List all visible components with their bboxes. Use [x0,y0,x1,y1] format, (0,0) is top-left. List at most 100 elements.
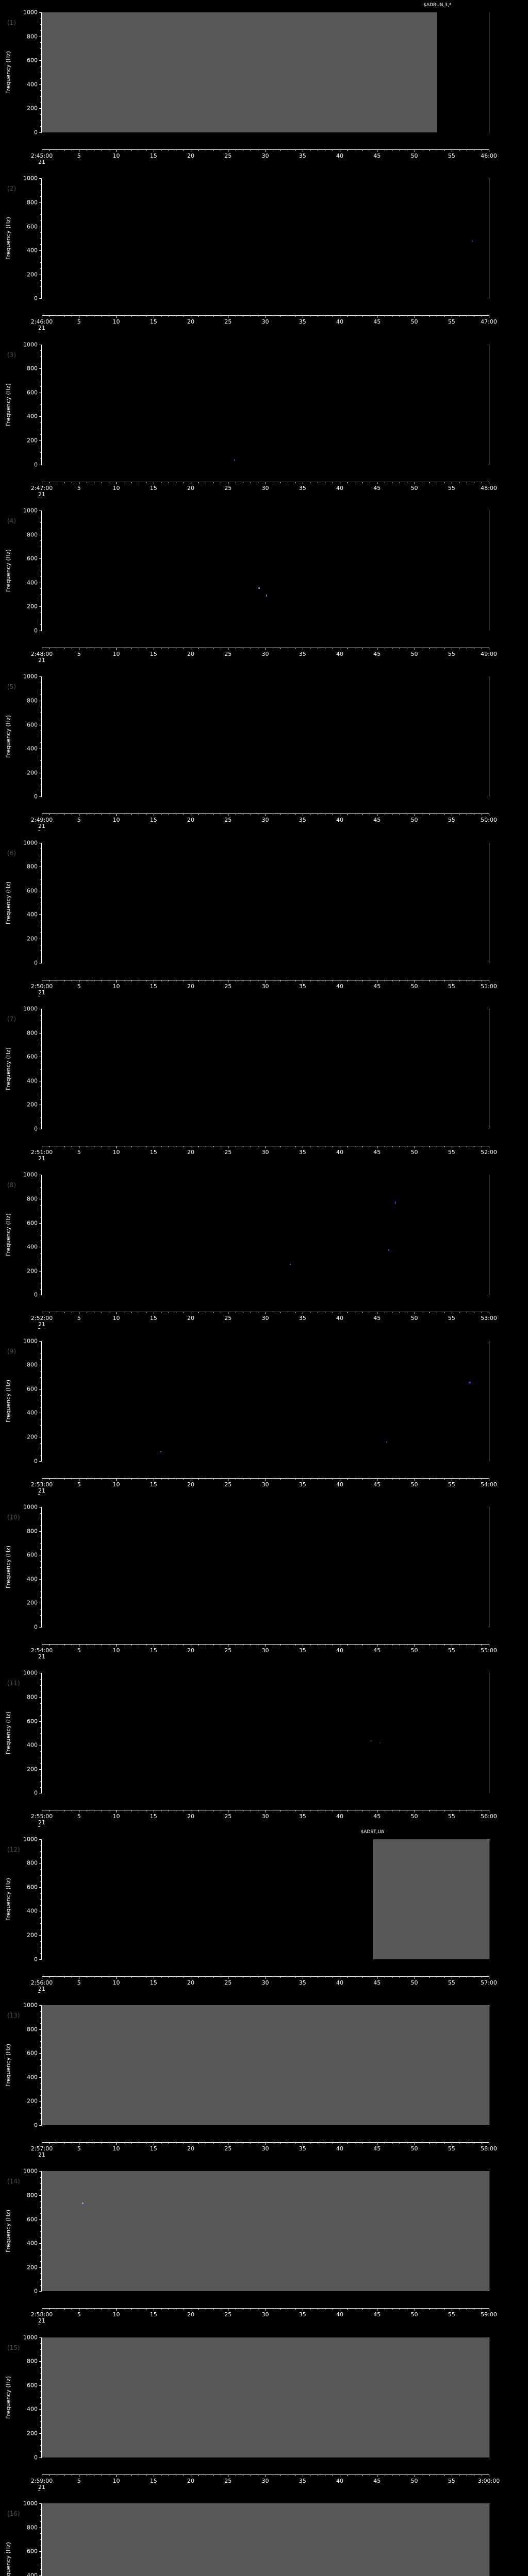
x-axis-tick-label: 45 [373,2477,381,2484]
x-axis-tick [116,814,117,817]
y-axis-tick-label: 400 [27,745,38,752]
x-axis-tick-label: 50 [410,1647,418,1654]
x-axis-tick-label: 15 [150,2145,157,2152]
x-axis-tick-label: 35 [299,2477,306,2484]
x-axis-tick-label: 10 [112,318,120,326]
y-axis-tick-label: 800 [27,1195,38,1202]
x-axis-tick-label: 45 [373,2311,381,2318]
spectrogram-canvas[interactable] [42,1009,489,1129]
date-line: 21 [38,657,45,664]
y-axis-tick-label: 0 [34,1125,38,1132]
y-axis-minor-tick [40,2225,42,2226]
spectrogram-canvas[interactable] [42,2503,489,2576]
y-axis-minor-tick [40,48,42,49]
y-axis-tick [39,2291,42,2292]
y-axis-minor-tick [40,1953,42,1954]
spectrogram-canvas[interactable] [42,344,489,465]
spectrogram-canvas[interactable] [42,842,489,963]
x-axis-tick-label: 40 [336,484,343,492]
spectrogram-canvas[interactable] [42,12,489,132]
x-axis: 2:56:00 5 10 15 20 25 30 35 40 45 50 55 57:00 [31,1976,497,1986]
date-line: 21 [38,823,45,830]
date-line: 21 [38,1985,45,1992]
y-axis-tick-label: 800 [27,697,38,704]
x-axis-tick-label: 30 [261,1979,269,1986]
y-axis-label: Frequency (Hz) [5,383,12,426]
x-axis-tick-label: 35 [299,1149,306,1156]
x-axis-tick-label: 2:46:00 [30,318,53,326]
x-axis-minor-tick [347,149,348,151]
spectrogram-canvas[interactable] [42,2005,489,2125]
y-axis-tick [39,2551,42,2552]
y-axis-minor-tick [40,2255,42,2256]
y-axis-minor-tick [40,1443,42,1444]
x-axis-tick-label: 5 [77,1647,81,1654]
y-axis-tick-label: 800 [27,1029,38,1037]
spectrogram-canvas[interactable] [42,1839,489,1959]
y-axis-minor-tick [40,350,42,351]
spectrogram-canvas[interactable] [42,1175,489,1295]
y-axis-minor-tick [40,2379,42,2380]
x-axis-tick-label: 2:48:00 [30,651,53,657]
y-axis-tick-label: 600 [27,2216,38,2223]
y-axis-minor-tick [40,1359,42,1360]
y-axis-minor-tick [40,2107,42,2108]
x-axis-tick [116,315,117,318]
spectrogram-canvas[interactable] [42,1341,489,1461]
x-axis-tick-label: 30 [261,1813,269,1820]
x-axis-tick [116,1810,117,1813]
y-axis-minor-tick [40,1050,42,1052]
spectrogram-canvas[interactable] [42,2337,489,2458]
x-axis-tick-label: 25 [224,651,232,657]
date-line: 21 [38,2483,45,2490]
x-axis-minor-tick [198,2142,199,2144]
x-axis-tick-label: 50 [410,1315,418,1322]
y-axis-minor-tick [40,1763,42,1764]
x-axis-minor-tick [49,2142,50,2144]
spectrogram-canvas[interactable] [42,676,489,797]
y-axis-tick [39,2053,42,2054]
spectrogram-canvas[interactable] [42,511,489,631]
x-axis-tick-label: 25 [224,1979,232,1986]
x-axis-tick-label: 10 [112,484,120,492]
y-axis-tick-label: 600 [27,2382,38,2389]
x-axis-tick-label: 50 [410,318,418,326]
spectrogram-panel: (4) Frequency (Hz) 0 200 400 600 800 1000 2:48:0… [0,498,528,675]
x-axis-tick-label: 45 [373,1647,381,1654]
x-axis-tick-label: 40 [336,982,343,990]
x-axis-tick [116,149,117,152]
y-axis-tick [39,132,42,133]
x-axis-tick-label: 25 [224,1149,232,1156]
x-axis-tick-label: 15 [150,817,157,824]
x-axis-tick-label: 45 [373,817,381,824]
spectrogram-event-marker [379,1742,381,1744]
spectrogram-canvas[interactable] [42,178,489,299]
spectrogram-canvas[interactable] [42,2171,489,2292]
y-axis-tick [39,368,42,369]
x-axis-tick-label: 45 [373,318,381,326]
spectrogram-canvas[interactable] [42,1507,489,1627]
y-axis-tick-label: 600 [27,1385,38,1393]
y-axis-minor-tick [40,244,42,245]
date-line: 21 [38,490,45,498]
y-axis-minor-tick [40,2343,42,2344]
x-axis-minor-tick [198,979,199,981]
y-axis-tick-label: 200 [27,1931,38,1939]
spectrogram-canvas[interactable] [42,1673,489,1793]
